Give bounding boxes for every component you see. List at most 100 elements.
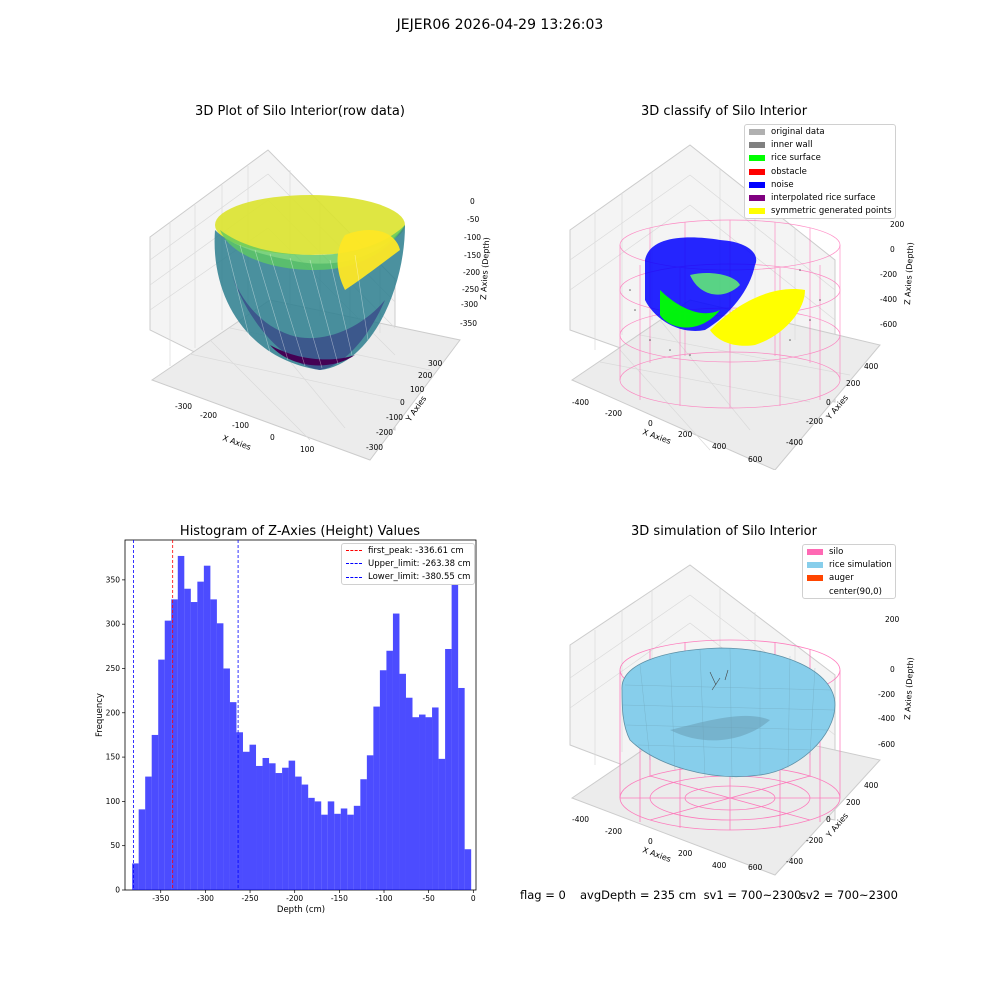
legend-swatch: [749, 155, 765, 162]
histogram-bar: [282, 767, 289, 890]
y-tick-label: 200: [106, 708, 121, 717]
legend-entry: interpolated rice surface: [745, 191, 895, 204]
y-tick-label: -400: [786, 438, 803, 447]
figure-title: JEJER06 2026-04-29 13:26:03: [396, 17, 604, 33]
y-tick-label: 400: [864, 362, 879, 371]
legend-label: silo: [829, 546, 844, 557]
legend-label: auger: [829, 573, 854, 584]
histogram-bar: [145, 776, 152, 890]
z-tick-label: -400: [878, 714, 895, 723]
histogram-reference-lines: [133, 540, 239, 890]
raw-z-ticks: 0 -50 -100 -150 -200 -250 -300 -350: [460, 197, 481, 328]
raw-3d-plot[interactable]: -300 -200 -100 0 100 X Axies -300 -200 -…: [130, 130, 510, 470]
histogram-bar: [301, 784, 309, 890]
legend-swatch: [749, 168, 765, 175]
x-tick-label: -200: [605, 409, 622, 418]
legend-line-swatch: [346, 563, 362, 565]
histogram-bar: [151, 734, 159, 890]
histogram-legend: first_peak: -336.61 cm Upper_limit: -263.…: [341, 543, 475, 585]
legend-line-swatch: [346, 550, 362, 552]
histogram-bar: [242, 751, 250, 890]
legend-swatch: [749, 128, 765, 135]
histogram-bar: [229, 702, 237, 890]
z-tick-label: -150: [464, 251, 481, 260]
histogram-bar: [373, 706, 380, 890]
y-tick-label: -400: [786, 857, 803, 866]
y-tick-label: 0: [115, 886, 120, 895]
histogram-bar: [314, 801, 322, 890]
classify-x-axis-label: X Axies: [641, 427, 672, 446]
raw-y-ticks: -300 -200 -100 0 100 200 300: [366, 359, 443, 452]
x-tick-label: 0: [471, 894, 476, 903]
legend-swatch: [749, 141, 765, 148]
x-tick-label: 200: [678, 849, 693, 858]
histogram-bar: [425, 717, 433, 890]
legend-entry: rice surface: [745, 152, 895, 165]
z-tick-label: 200: [885, 615, 900, 624]
raw-x-axis-label: X Axies: [221, 433, 252, 452]
histogram-bar: [216, 623, 224, 890]
x-tick-label: -350: [152, 894, 169, 903]
z-tick-label: 200: [890, 220, 905, 229]
x-tick-label: 0: [648, 419, 653, 428]
histogram-bar: [275, 773, 283, 890]
legend-label: inner wall: [771, 139, 813, 150]
histogram-bar: [399, 673, 406, 890]
legend-label: first_peak: -336.61 cm: [368, 545, 464, 556]
histogram-bar: [347, 814, 354, 890]
z-tick-label: -200: [463, 268, 480, 277]
simulation-plot-title: 3D simulation of Silo Interior: [631, 524, 817, 539]
simulation-legend: silo rice simulation auger center(90,0): [802, 544, 896, 600]
y-tick-label: 100: [410, 385, 425, 394]
histogram-bar: [236, 732, 243, 890]
histogram-bar: [340, 808, 348, 890]
histogram-bar: [210, 599, 217, 890]
legend-entry: auger: [803, 572, 895, 585]
legend-entry: noise: [745, 178, 895, 191]
z-tick-label: -400: [880, 295, 897, 304]
y-tick-label: -100: [386, 413, 403, 422]
legend-label: symmetric generated points: [771, 206, 892, 217]
x-tick-label: -150: [331, 894, 348, 903]
legend-swatch: [807, 575, 823, 582]
legend-entry: silo: [803, 545, 895, 558]
classify-z-axis-label: Z Axies (Depth): [903, 242, 915, 305]
y-tick-label: 50: [110, 841, 120, 850]
y-tick-label: 400: [864, 781, 879, 790]
x-tick-label: -200: [605, 827, 622, 836]
x-tick-label: -50: [423, 894, 435, 903]
legend-swatch: [749, 181, 765, 188]
y-tick-label: -200: [376, 428, 393, 437]
histogram-bar: [197, 581, 204, 890]
histogram-bar: [353, 805, 361, 890]
histogram-bar: [177, 555, 185, 890]
legend-label: rice surface: [771, 153, 821, 164]
legend-label: original data: [771, 126, 825, 137]
legend-label: Lower_limit: -380.55 cm: [368, 572, 471, 583]
z-tick-label: -600: [878, 740, 895, 749]
simulation-3d-plot[interactable]: -400 -200 0 200 400 600 X Axies -400 -20…: [560, 560, 930, 880]
legend-entry: inner wall: [745, 138, 895, 151]
y-tick-label: -300: [366, 443, 383, 452]
legend-swatch: [749, 208, 765, 215]
z-tick-label: -250: [462, 285, 479, 294]
histogram-bar: [386, 650, 393, 890]
z-tick-label: -300: [461, 300, 478, 309]
legend-label: interpolated rice surface: [771, 193, 876, 204]
legend-swatch: [807, 588, 823, 595]
z-tick-label: -200: [878, 690, 895, 699]
histogram-bar: [438, 758, 446, 890]
z-tick-label: 0: [890, 245, 895, 254]
histogram-bar: [184, 588, 191, 890]
histogram-bar: [190, 602, 198, 890]
histogram-y-axis-label: Frequency: [95, 693, 105, 737]
x-tick-label: -100: [375, 894, 392, 903]
classify-plot-title: 3D classify of Silo Interior: [640, 104, 808, 119]
x-tick-label: -300: [197, 894, 214, 903]
status-avg-depth: avgDepth = 235 cm sv1 = 700~2300: [580, 888, 802, 902]
legend-entry: symmetric generated points: [745, 205, 895, 218]
z-tick-label: -50: [467, 215, 479, 224]
x-tick-label: -200: [286, 894, 303, 903]
x-tick-label: 100: [300, 445, 315, 454]
legend-entry: original data: [745, 125, 895, 138]
